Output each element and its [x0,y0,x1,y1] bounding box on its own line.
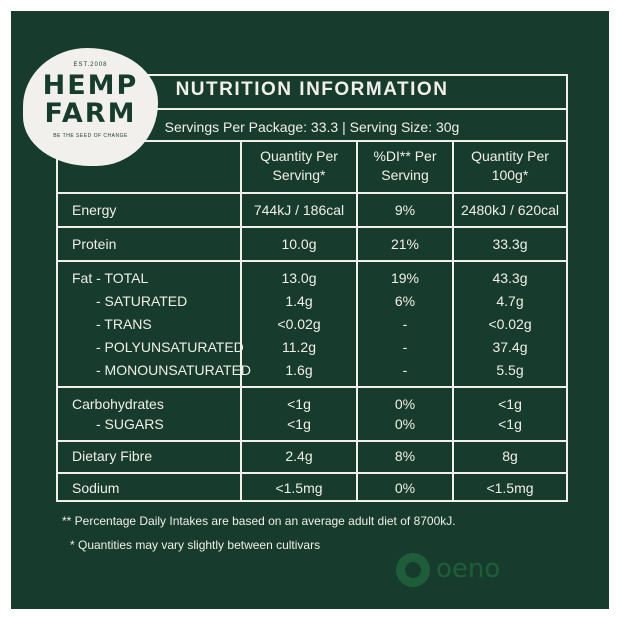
cell-sugars-di: 0% [394,416,416,432]
row-label-sugars: - SUGARS [96,416,164,432]
cell-fibre-di: 8% [394,448,416,464]
cell-saturated-100g: 4.7g [496,293,524,309]
divider [58,226,566,228]
cell-mono-di: - [402,362,408,378]
cell-saturated-serving: 1.4g [285,293,313,309]
watermark-logo-icon [396,553,430,587]
servings-info: Servings Per Package: 33.3 | Serving Siz… [164,119,460,135]
divider [58,440,566,442]
divider [58,108,566,110]
header-serving-line1: Quantity Per [260,148,338,164]
row-label-trans: - TRANS [96,316,152,332]
cell-fibre-100g: 8g [502,448,518,464]
logo-tagline: BE THE SEED OF CHANGE [53,133,128,139]
row-label-protein: Protein [72,236,117,252]
cell-trans-di: - [402,316,408,332]
cell-carbs-di: 0% [394,396,416,412]
cell-energy-100g: 2480kJ / 620cal [460,202,560,218]
divider [58,260,566,262]
footnote-cultivars: * Quantities may vary slightly between c… [70,538,321,552]
cell-fat-total-serving: 13.0g [281,270,317,286]
cell-poly-di: - [402,339,408,355]
row-label-polyunsaturated: - POLYUNSATURATED [96,339,244,355]
header-di-line2: Serving [381,167,429,183]
cell-fat-total-100g: 43.3g [492,270,528,286]
table-title: NUTRITION INFORMATION [175,79,449,100]
cell-poly-serving: 11.2g [282,339,316,355]
cell-fibre-serving: 2.4g [285,448,313,464]
row-label-saturated: - SATURATED [96,293,188,309]
watermark: oeno [396,552,546,588]
divider [58,192,566,194]
cell-trans-serving: <0.02g [277,316,321,332]
row-label-sodium: Sodium [72,480,120,496]
cell-sugars-serving: <1g [287,416,311,432]
cell-sugars-100g: <1g [498,416,522,432]
column-divider [452,140,454,500]
footnote-daily-intake: ** Percentage Daily Intakes are based on… [62,514,456,528]
row-label-fat-total: Fat - TOTAL [72,270,149,286]
cell-carbs-serving: <1g [287,396,311,412]
row-label-monounsaturated: - MONOUNSATURATED [96,362,252,378]
cell-mono-100g: 5.5g [496,362,524,378]
cell-energy-serving: 744kJ / 186cal [253,202,345,218]
cell-trans-100g: <0.02g [488,316,532,332]
cell-protein-serving: 10.0g [281,236,317,252]
logo-line-2: FARM [44,98,137,129]
hemp-farm-logo: EST.2008 HEMP FARM BE THE SEED OF CHANGE [23,48,158,166]
logo-est: EST.2008 [73,62,108,68]
cell-mono-serving: 1.6g [285,362,313,378]
header-di-line1: %DI** Per [373,148,437,164]
cell-carbs-100g: <1g [498,396,522,412]
header-serving-line2: Serving* [272,167,326,183]
cell-protein-di: 21% [390,236,420,252]
cell-saturated-di: 6% [394,293,416,309]
cell-sodium-serving: <1.5mg [275,480,323,496]
nutrition-table: NUTRITION INFORMATION Servings Per Packa… [56,74,568,502]
divider [58,472,566,474]
cell-sodium-di: 0% [394,480,416,496]
cell-sodium-100g: <1.5mg [486,480,534,496]
watermark-text: oeno [436,554,501,584]
header-100g-line1: Quantity Per [471,148,549,164]
cell-fat-total-di: 19% [390,270,420,286]
divider [58,140,566,142]
row-label-dietary-fibre: Dietary Fibre [72,448,153,464]
header-100g-line2: 100g* [491,167,529,183]
divider [58,386,566,388]
cell-protein-100g: 33.3g [492,236,528,252]
logo-line-1: HEMP [42,70,139,101]
row-label-carbohydrates: Carbohydrates [72,396,164,412]
column-divider [240,140,242,500]
cell-poly-100g: 37.4g [492,339,528,355]
column-divider [356,140,358,500]
row-label-energy: Energy [72,202,117,218]
cell-energy-di: 9% [394,202,416,218]
